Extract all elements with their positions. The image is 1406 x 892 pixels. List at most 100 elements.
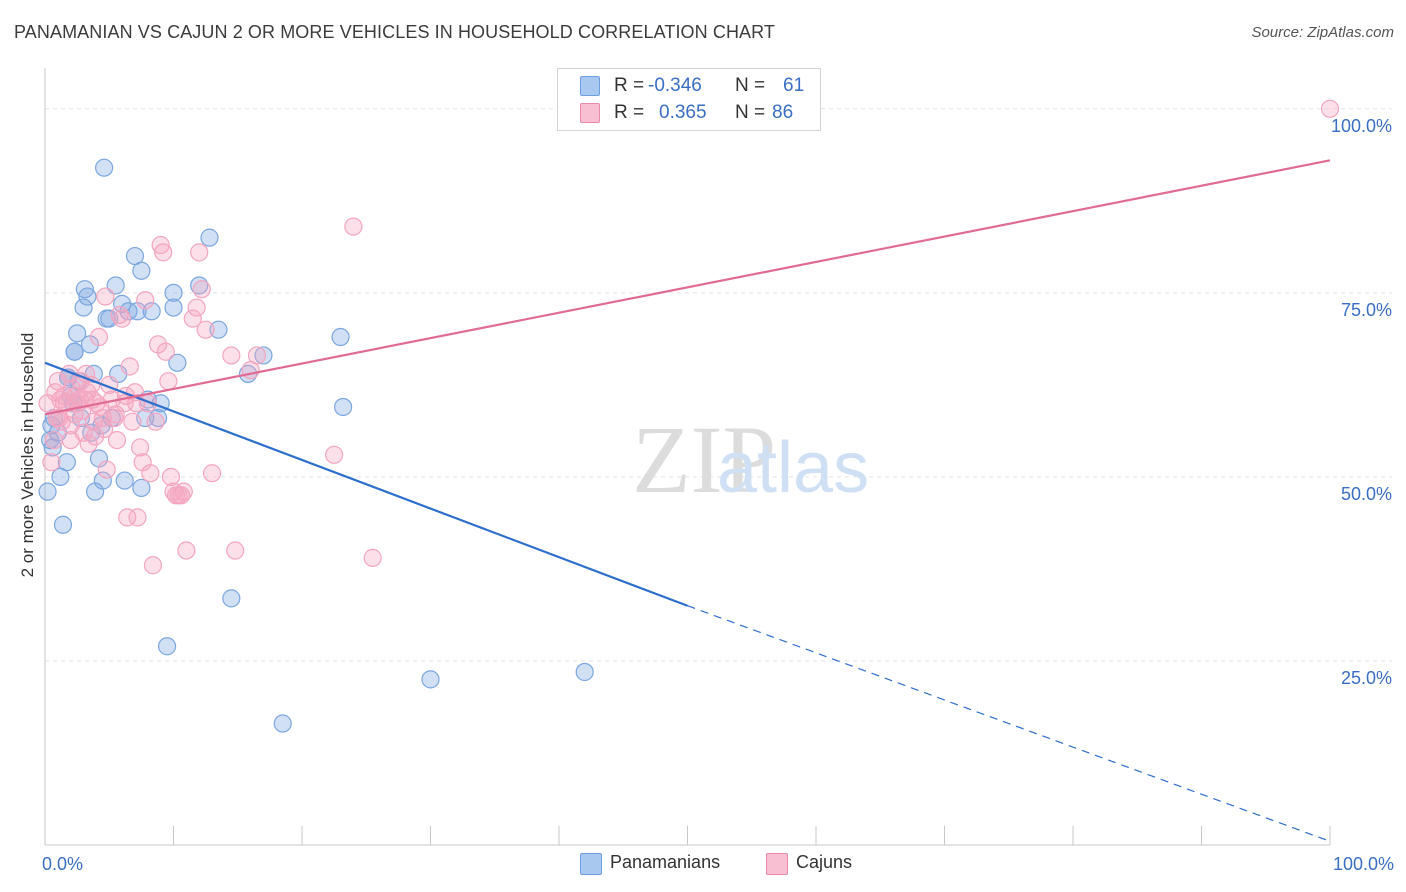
- correlation-legend: R = -0.346 N = 61 R = 0.365 N = 86: [557, 68, 821, 131]
- panamanians-point: [157, 637, 177, 656]
- legend-r-label: R =: [614, 102, 645, 123]
- panamanians-point: [421, 670, 440, 689]
- panamanians-point: [38, 482, 57, 501]
- panamanians-point: [41, 430, 60, 450]
- panamanians-point: [575, 662, 594, 682]
- legend-r-value: 0.365: [659, 102, 707, 123]
- cajuns-point: [247, 346, 267, 365]
- cajuns-point: [136, 291, 155, 310]
- cajuns-trend-line: [44, 159, 1331, 416]
- cajuns-point: [146, 412, 165, 431]
- cajuns-point: [156, 342, 175, 361]
- y-axis-label: 2 or more Vehicles in Household: [18, 332, 37, 578]
- cajuns-point: [112, 309, 132, 328]
- cajuns-point: [344, 217, 363, 236]
- panamanians-point: [132, 478, 151, 498]
- y-tick-label: 50.0%: [1341, 484, 1392, 504]
- legend-swatch-panamanians: [580, 76, 600, 96]
- source-label: Source: ZipAtlas.com: [1251, 24, 1394, 41]
- panamanians-point: [334, 397, 353, 417]
- cajuns-point: [128, 508, 147, 527]
- legend-swatch-cajuns: [580, 103, 600, 123]
- cajuns-point: [151, 235, 170, 255]
- cajuns-point: [222, 346, 241, 365]
- cajuns-point: [363, 548, 382, 567]
- cajuns-point: [79, 434, 98, 453]
- series-cajuns: [38, 99, 1340, 575]
- cajuns-point: [44, 430, 64, 450]
- cajuns-point: [46, 383, 65, 402]
- legend-n-value: 61: [783, 75, 805, 96]
- cajuns-point: [159, 372, 178, 391]
- cajuns-point: [143, 556, 163, 575]
- watermark-atlas: atlas: [717, 428, 869, 508]
- gridlines: [45, 108, 1392, 662]
- chart-title: PANAMANIAN VS CAJUN 2 OR MORE VEHICLES I…: [14, 22, 776, 42]
- cajuns-point: [148, 335, 168, 354]
- panamanians-point: [74, 298, 93, 317]
- legend-swatch-panamanians: [580, 853, 602, 875]
- cajuns-point: [154, 243, 173, 262]
- panamanians-point: [78, 287, 97, 306]
- watermark: ZIP atlas: [632, 406, 869, 513]
- legend-label-cajuns: Cajuns: [796, 852, 853, 872]
- tick-labels: 25.0% 50.0% 75.0% 100.0% 0.0% 100.0%: [42, 116, 1394, 874]
- cajuns-point: [97, 460, 116, 479]
- cajuns-point: [190, 243, 209, 262]
- panamanians-point: [57, 453, 76, 472]
- legend-n-label: N =: [735, 75, 766, 96]
- cajuns-point: [120, 357, 139, 376]
- cajuns-point: [106, 405, 125, 424]
- cajuns-point: [325, 445, 344, 464]
- legend-r-value: -0.346: [648, 75, 702, 96]
- cajuns-point: [123, 412, 142, 431]
- cajuns-point: [202, 464, 222, 483]
- cajuns-point: [174, 482, 193, 501]
- legend-r-label: R =: [614, 75, 645, 96]
- watermark-zip: ZIP: [632, 406, 776, 513]
- panamanians-point: [75, 280, 94, 299]
- cajuns-point: [96, 287, 115, 306]
- trend-lines: [44, 159, 1331, 842]
- cajuns-point: [196, 320, 215, 339]
- y-tick-label: 75.0%: [1341, 300, 1392, 320]
- y-tick-label: 25.0%: [1341, 668, 1392, 688]
- panamanians-point: [168, 353, 187, 372]
- cajuns-point: [226, 541, 245, 560]
- cajuns-point: [130, 438, 150, 457]
- panamanians-point: [200, 228, 219, 247]
- panamanians-point: [68, 324, 87, 343]
- x-tick-label-end: 100.0%: [1333, 854, 1394, 874]
- cajuns-point: [95, 419, 114, 439]
- legend-label-panamanians: Panamanians: [610, 852, 721, 872]
- cajuns-point: [177, 541, 196, 560]
- panamanians-point: [273, 714, 292, 733]
- panamanians-point: [222, 589, 241, 608]
- panamanians-point: [142, 302, 161, 321]
- panamanians-point: [331, 327, 350, 347]
- y-tick-label: 100.0%: [1331, 116, 1392, 136]
- panamanians-trend-line: [44, 361, 688, 607]
- panamanians-point: [93, 471, 112, 490]
- panamanians-point: [53, 515, 73, 534]
- cajuns-point: [161, 467, 181, 487]
- panamanians-point: [209, 320, 228, 339]
- cajuns-point: [75, 390, 94, 409]
- panamanians-point: [115, 471, 134, 490]
- series-panamanians: [38, 158, 594, 733]
- cajuns-point: [42, 453, 61, 472]
- panamanians-point: [132, 261, 151, 280]
- cajuns-point: [107, 430, 127, 450]
- cajuns-point: [1320, 99, 1340, 118]
- panamanians-trend-extension: [687, 605, 1331, 842]
- panamanians-point: [100, 309, 119, 328]
- cajuns-point: [89, 327, 109, 347]
- panamanians-point: [254, 346, 273, 365]
- cajuns-point: [183, 309, 202, 328]
- legend-n-label: N =: [735, 102, 766, 123]
- legend-n-value: 86: [772, 102, 794, 123]
- data-points: [38, 99, 1340, 733]
- panamanians-point: [95, 158, 114, 177]
- panamanians-point: [112, 294, 132, 313]
